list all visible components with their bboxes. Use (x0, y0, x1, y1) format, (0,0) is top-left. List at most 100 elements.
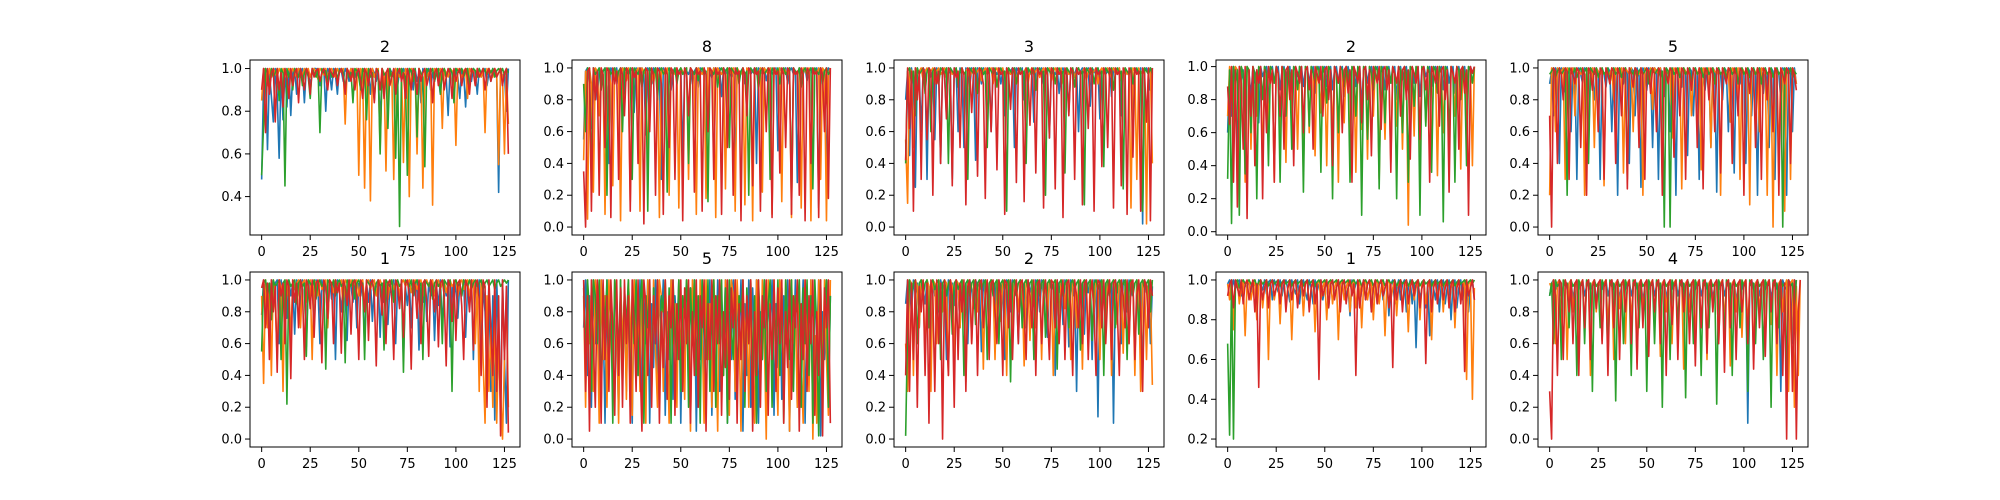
x-tick-label: 50 (1317, 457, 1334, 472)
x-tick-label: 75 (1365, 245, 1382, 260)
x-tick-label: 75 (1687, 245, 1704, 260)
x-tick-label: 75 (1043, 245, 1060, 260)
subplot-4: 0 25 50 75 100 125 0.0 0.2 0.4 0.6 0.8 1.0 2 (1187, 37, 1487, 260)
y-tick-label: 1.0 (543, 273, 564, 288)
y-tick-label: 0.8 (543, 305, 564, 320)
subplot-title: 2 (1346, 37, 1356, 56)
y-tick-label: 0.4 (1187, 393, 1208, 408)
x-tick-label: 100 (1409, 457, 1434, 472)
y-tick-label: 0.0 (543, 433, 564, 448)
y-tick-label: 1.0 (1187, 60, 1208, 75)
series-line-4 (904, 67, 1154, 222)
series-group (260, 67, 510, 228)
x-tick-label: 25 (1590, 245, 1607, 260)
series-group (904, 279, 1154, 440)
subplot-8: 0 25 50 75 100 125 0.0 0.2 0.4 0.6 0.8 1.0 2 (865, 249, 1165, 472)
x-tick-label: 100 (1731, 245, 1756, 260)
x-tick-label: 50 (1317, 245, 1334, 260)
x-tick-label: 100 (1731, 457, 1756, 472)
y-tick-label: 0.8 (221, 305, 242, 320)
x-tick-label: 75 (721, 457, 738, 472)
y-tick-label: 0.2 (1187, 192, 1208, 207)
subplot-title: 5 (702, 249, 712, 268)
subplot-title: 1 (1346, 249, 1356, 268)
x-tick-label: 125 (814, 457, 839, 472)
y-tick-label: 0.2 (1187, 433, 1208, 448)
y-tick-label: 0.6 (1509, 125, 1530, 140)
y-tick-label: 0.2 (1509, 401, 1530, 416)
x-tick-label: 0 (1224, 457, 1232, 472)
y-tick-label: 0.4 (221, 369, 242, 384)
y-tick-label: 0.4 (543, 157, 564, 172)
series-line-4 (1548, 67, 1798, 228)
y-tick-label: 0.2 (221, 401, 242, 416)
x-tick-label: 25 (302, 457, 319, 472)
y-tick-label: 0.6 (543, 125, 564, 140)
y-tick-label: 0.8 (543, 93, 564, 108)
y-tick-label: 0.0 (1509, 221, 1530, 236)
series-line-4 (582, 67, 832, 228)
subplot-title: 3 (1024, 37, 1034, 56)
subplot-title: 4 (1668, 249, 1678, 268)
axes-frame (571, 59, 843, 236)
subplot-1: 0 25 50 75 100 125 0.4 0.6 0.8 1.0 2 (221, 37, 521, 260)
x-tick-label: 50 (995, 457, 1012, 472)
subplot-title: 5 (1668, 37, 1678, 56)
x-tick-label: 50 (1639, 457, 1656, 472)
y-tick-label: 0.0 (543, 221, 564, 236)
x-tick-label: 75 (1043, 457, 1060, 472)
x-tick-label: 0 (902, 245, 910, 260)
x-tick-label: 75 (399, 245, 416, 260)
y-tick-label: 0.4 (1509, 369, 1530, 384)
x-tick-label: 0 (1546, 245, 1554, 260)
y-tick-label: 0.6 (221, 337, 242, 352)
y-tick-label: 0.0 (865, 433, 886, 448)
y-tick-label: 0.8 (221, 105, 242, 120)
y-tick-label: 0.6 (221, 147, 242, 162)
y-tick-label: 0.8 (1187, 313, 1208, 328)
series-group (1548, 67, 1798, 228)
x-tick-label: 50 (1639, 245, 1656, 260)
axes-frame (249, 59, 521, 236)
x-tick-label: 25 (1590, 457, 1607, 472)
y-tick-label: 1.0 (865, 61, 886, 76)
subplot-3: 0 25 50 75 100 125 0.0 0.2 0.4 0.6 0.8 1.0 3 (865, 37, 1165, 260)
x-tick-label: 50 (673, 245, 690, 260)
x-tick-label: 100 (1409, 245, 1434, 260)
series-group (582, 67, 832, 228)
x-tick-label: 125 (814, 245, 839, 260)
series-line-4 (1226, 65, 1476, 220)
series-line-4 (1548, 279, 1802, 440)
series-line-4 (904, 279, 1154, 440)
x-tick-label: 25 (1268, 457, 1285, 472)
x-tick-label: 75 (1687, 457, 1704, 472)
subplot-6: 0 25 50 75 100 125 0.0 0.2 0.4 0.6 0.8 1.0 1 (221, 249, 521, 472)
x-tick-label: 25 (302, 245, 319, 260)
subplot-title: 2 (380, 37, 390, 56)
series-group (1548, 279, 1802, 440)
x-tick-label: 125 (1458, 245, 1483, 260)
x-tick-label: 0 (1546, 457, 1554, 472)
series-line-2 (260, 279, 510, 440)
y-tick-label: 0.6 (1187, 126, 1208, 141)
x-tick-label: 25 (946, 457, 963, 472)
series-line-4 (260, 67, 510, 154)
x-tick-label: 25 (946, 245, 963, 260)
x-tick-label: 0 (902, 457, 910, 472)
y-tick-label: 1.0 (865, 273, 886, 288)
y-tick-label: 0.8 (1509, 93, 1530, 108)
y-tick-label: 0.0 (1187, 225, 1208, 240)
y-tick-label: 0.2 (543, 401, 564, 416)
subplot-7: 0 25 50 75 100 125 0.0 0.2 0.4 0.6 0.8 1.0 5 (543, 249, 843, 472)
axes-frame (893, 59, 1165, 236)
y-tick-label: 0.2 (865, 189, 886, 204)
x-tick-label: 125 (492, 245, 517, 260)
y-tick-label: 1.0 (1509, 61, 1530, 76)
x-tick-label: 0 (580, 457, 588, 472)
x-tick-label: 50 (673, 457, 690, 472)
series-group (582, 279, 832, 440)
y-tick-label: 0.2 (543, 189, 564, 204)
axes-frame (249, 271, 521, 448)
subplot-9: 0 25 50 75 100 125 0.2 0.4 0.6 0.8 1.0 1 (1187, 249, 1487, 472)
